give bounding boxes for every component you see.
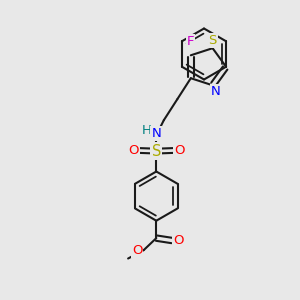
Text: H: H — [142, 124, 152, 137]
Text: O: O — [128, 144, 139, 157]
Text: F: F — [187, 35, 194, 48]
Text: O: O — [173, 234, 184, 247]
Text: O: O — [174, 144, 185, 157]
Text: S: S — [152, 144, 161, 159]
Text: N: N — [152, 127, 161, 140]
Text: N: N — [211, 85, 220, 98]
Text: O: O — [132, 244, 142, 256]
Text: S: S — [208, 34, 217, 47]
